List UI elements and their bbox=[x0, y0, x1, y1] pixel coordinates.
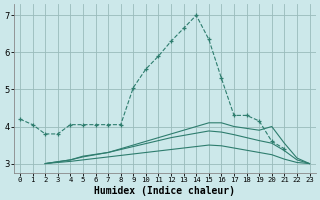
X-axis label: Humidex (Indice chaleur): Humidex (Indice chaleur) bbox=[94, 186, 235, 196]
